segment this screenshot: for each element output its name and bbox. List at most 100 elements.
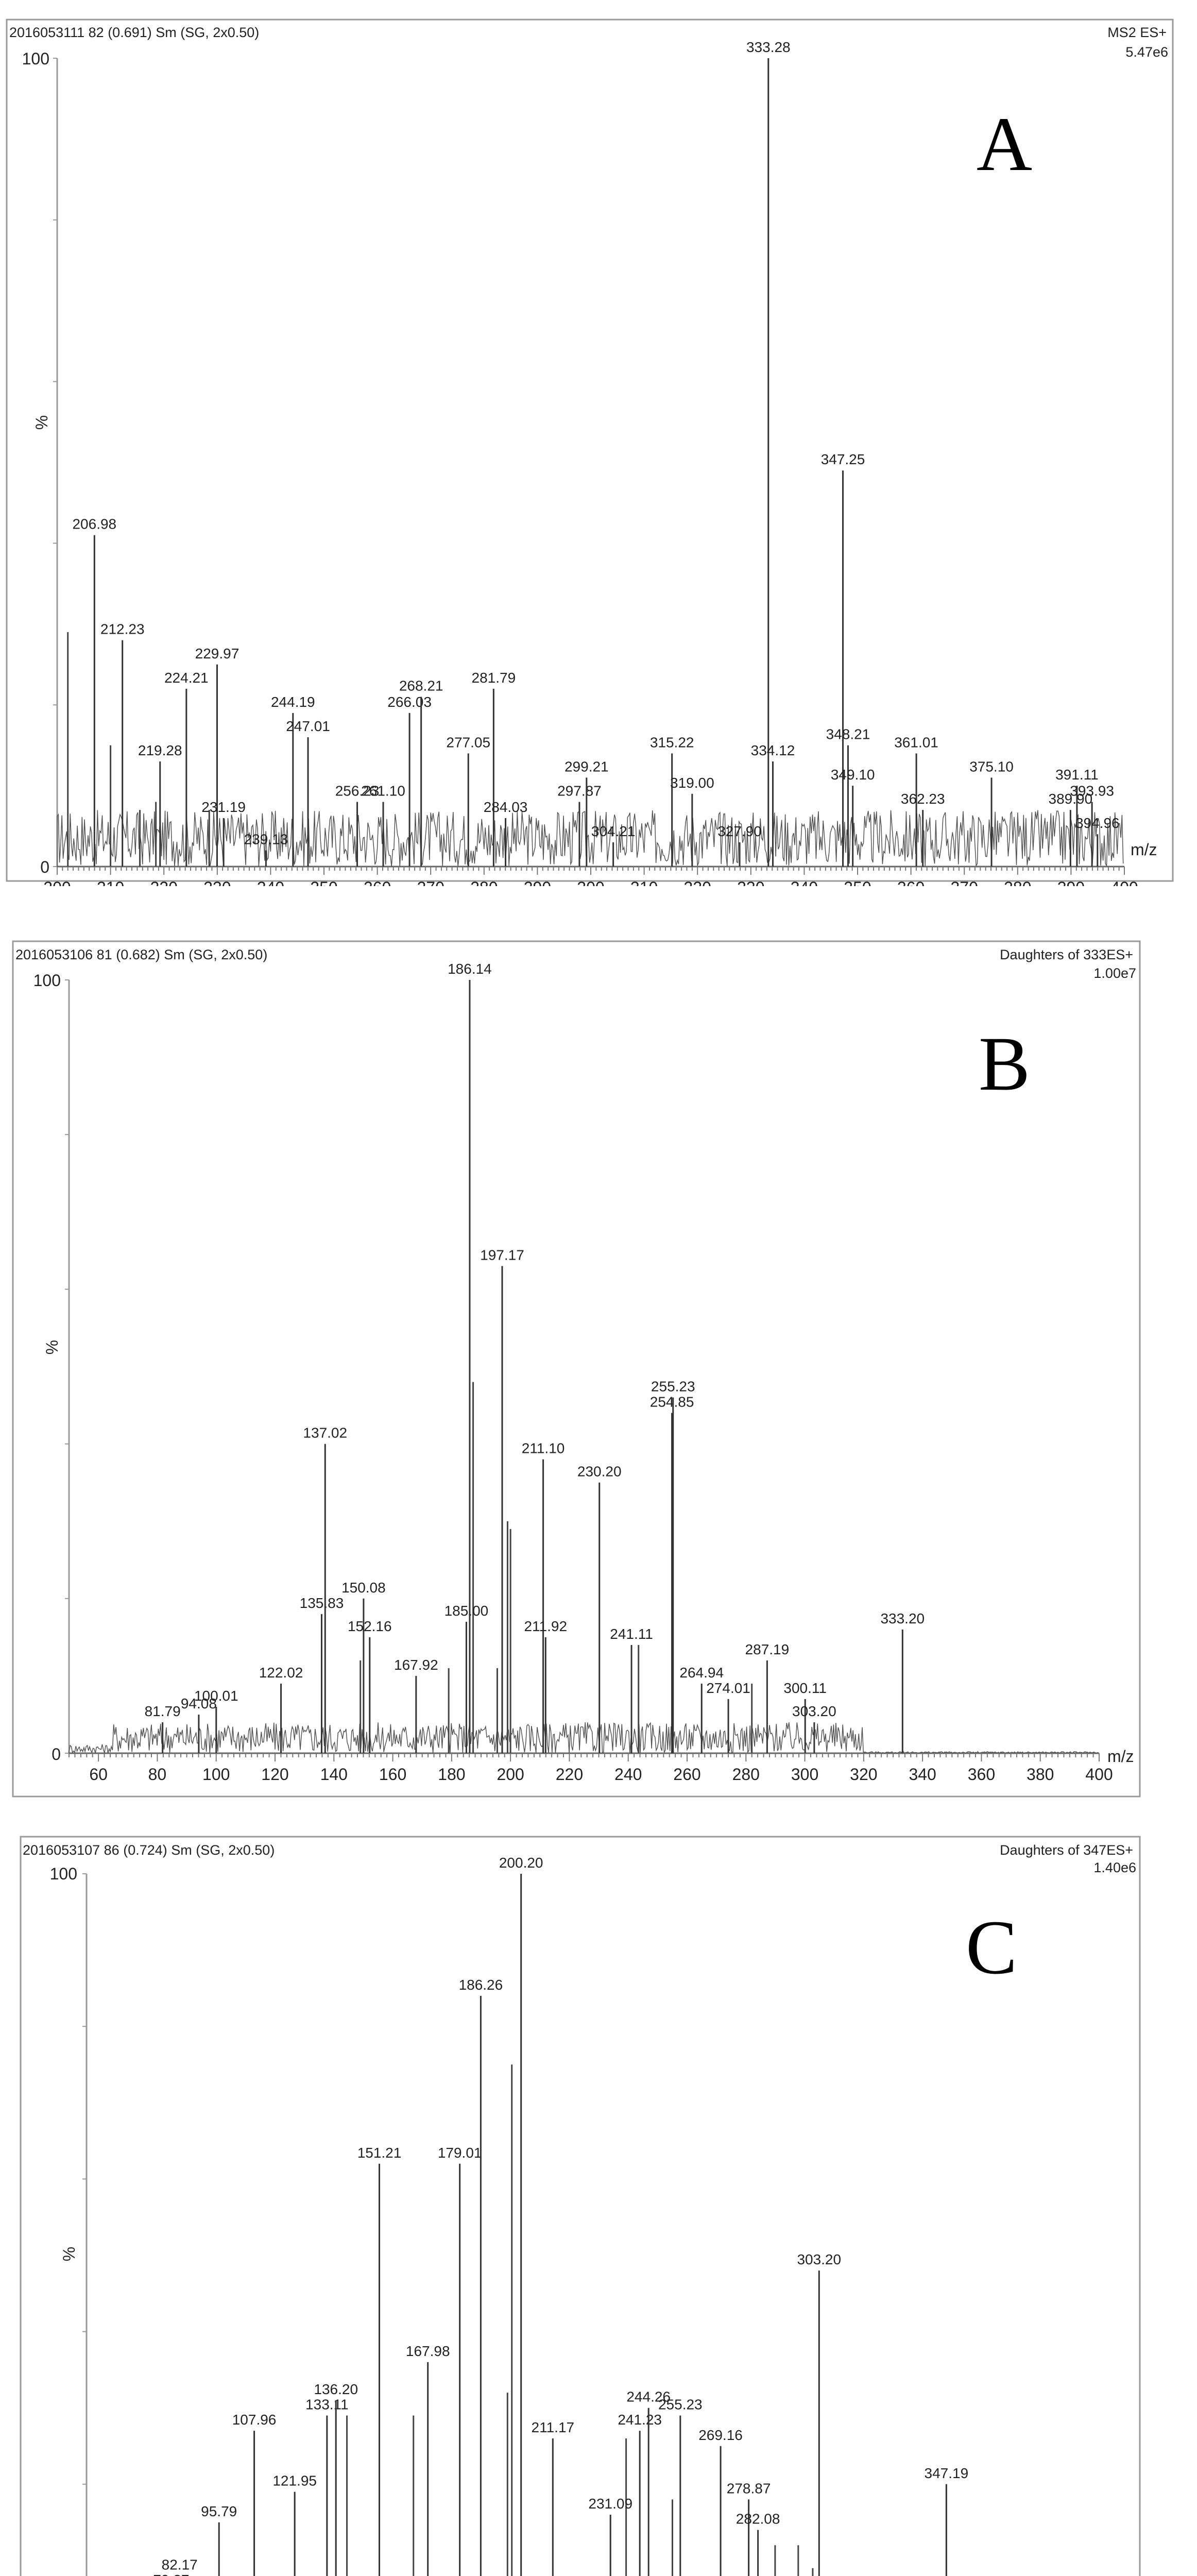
spectrum-chart-c: 2016053107 86 (0.724) Sm (SG, 2x0.50) Da… bbox=[20, 1836, 1141, 2576]
x-tick-label: 350 bbox=[844, 878, 871, 886]
x-tick-label: 310 bbox=[630, 878, 658, 886]
x-tick-label: 160 bbox=[379, 1765, 406, 1784]
y-axis-zero-label: 0 bbox=[40, 858, 49, 876]
x-tick-label: 220 bbox=[556, 1765, 583, 1784]
x-tick-label: 390 bbox=[1057, 878, 1085, 886]
peak-label: 79.27 bbox=[153, 2572, 189, 2576]
peak-label: 219.28 bbox=[138, 742, 182, 758]
panel-frame bbox=[6, 19, 1174, 882]
y-axis-max-label: 100 bbox=[33, 971, 61, 990]
x-tick-label: 260 bbox=[364, 878, 391, 886]
peak-label: 266.03 bbox=[387, 694, 432, 710]
peak-label: 269.16 bbox=[698, 2427, 743, 2443]
peak-label: 81.79 bbox=[145, 1703, 181, 1719]
peak-label: 167.92 bbox=[394, 1657, 438, 1673]
peak-label: 100.01 bbox=[194, 1688, 238, 1704]
x-tick-label: 270 bbox=[417, 878, 444, 886]
peak-label: 121.95 bbox=[272, 2473, 317, 2489]
spectrum-noise bbox=[57, 810, 1124, 867]
peak-label: 150.08 bbox=[341, 1580, 386, 1596]
peak-label: 247.01 bbox=[286, 718, 330, 734]
y-axis-max-label: 100 bbox=[50, 1865, 77, 1883]
plot-area: 200 210 220 230 240 250 260 270 280 290 300 310 320 3… bbox=[43, 39, 1138, 897]
y-axis-label: % bbox=[60, 2247, 78, 2261]
peak-label: 264.94 bbox=[679, 1665, 724, 1681]
scan-function-label: MS2 ES+ bbox=[1107, 25, 1167, 40]
peak-label: 274.01 bbox=[706, 1680, 750, 1696]
x-tick-label: 140 bbox=[320, 1765, 348, 1784]
y-axis-label: % bbox=[32, 415, 51, 430]
peak-label: 347.19 bbox=[925, 2465, 969, 2481]
x-tick-label: 230 bbox=[203, 878, 231, 886]
peak-label: 282.08 bbox=[736, 2511, 780, 2527]
peak-label: 244.26 bbox=[626, 2389, 671, 2405]
peak-label: 186.14 bbox=[448, 961, 492, 977]
peak-label: 136.20 bbox=[314, 2381, 358, 2397]
x-axis-label: m/z bbox=[1107, 1747, 1134, 1766]
peak-label: 394.96 bbox=[1075, 815, 1120, 831]
peak-label: 244.19 bbox=[271, 694, 315, 710]
peak-label: 255.23 bbox=[658, 2397, 703, 2413]
x-tick-label: 370 bbox=[951, 878, 978, 886]
peak-label: 256.23 bbox=[335, 783, 380, 799]
x-tick-label: 320 bbox=[850, 1765, 877, 1784]
x-tick-label: 290 bbox=[524, 878, 551, 886]
x-tick-label: 360 bbox=[968, 1765, 995, 1784]
peak-label: 200.20 bbox=[499, 1855, 543, 1871]
peak-label: 82.17 bbox=[162, 2557, 198, 2573]
x-tick-label: 330 bbox=[737, 878, 764, 886]
x-tick-label: 100 bbox=[202, 1765, 230, 1784]
peak-label: 300.11 bbox=[783, 1680, 827, 1696]
x-tick-label: 200 bbox=[497, 1765, 524, 1784]
base-peak-intensity: 5.47e6 bbox=[1125, 44, 1168, 60]
peak-label: 241.23 bbox=[618, 2412, 662, 2428]
peak-label: 212.23 bbox=[100, 621, 145, 637]
x-axis-label: m/z bbox=[1131, 840, 1157, 859]
x-tick-label: 380 bbox=[1004, 878, 1031, 886]
peak-label: 315.22 bbox=[650, 734, 694, 750]
peak-label: 239.13 bbox=[244, 832, 288, 848]
panel-letter: C bbox=[966, 1905, 1017, 1990]
x-tick-label: 400 bbox=[1085, 1765, 1113, 1784]
x-tick-label: 210 bbox=[97, 878, 124, 886]
panel-c: 2016053107 86 (0.724) Sm (SG, 2x0.50) Da… bbox=[0, 1819, 1197, 2576]
plot-area: 60 80 100 120 140 160 180 200 220 240 260 280 300 320… bbox=[65, 961, 1113, 1784]
scan-header: 2016053111 82 (0.691) Sm (SG, 2x0.50) bbox=[9, 25, 259, 40]
peak-label: 375.10 bbox=[969, 758, 1014, 774]
peak-label: 122.02 bbox=[259, 1665, 303, 1681]
peak-label: 261.10 bbox=[361, 783, 405, 799]
x-tick-label: 300 bbox=[791, 1765, 818, 1784]
peak-label: 281.79 bbox=[472, 670, 516, 686]
y-axis-zero-label: 0 bbox=[52, 1745, 61, 1764]
panel-frame bbox=[12, 940, 1141, 1798]
peak-label: 151.21 bbox=[357, 2145, 402, 2161]
x-tick-label: 380 bbox=[1027, 1765, 1054, 1784]
y-axis-label: % bbox=[43, 1340, 61, 1354]
peak-label: 303.20 bbox=[797, 2251, 841, 2267]
x-tick-label: 180 bbox=[438, 1765, 465, 1784]
x-tick-label: 250 bbox=[310, 878, 337, 886]
panel-letter: A bbox=[977, 101, 1032, 187]
peak-label: 206.98 bbox=[72, 516, 116, 532]
peak-label: 211.10 bbox=[522, 1440, 565, 1456]
peak-label: 393.93 bbox=[1070, 783, 1114, 799]
peak-label: 231.19 bbox=[201, 799, 246, 815]
peak-label: 179.01 bbox=[438, 2145, 482, 2161]
x-tick-label: 260 bbox=[673, 1765, 700, 1784]
spectrum-chart-b: 2016053106 81 (0.682) Sm (SG, 2x0.50) Da… bbox=[12, 940, 1141, 1798]
peak-label: 107.96 bbox=[232, 2412, 277, 2428]
peak-label: 349.10 bbox=[831, 767, 875, 783]
peak-label: 297.87 bbox=[557, 783, 602, 799]
x-tick-label: 220 bbox=[150, 878, 178, 886]
scan-header: 2016053107 86 (0.724) Sm (SG, 2x0.50) bbox=[23, 1842, 275, 1858]
panel-letter: B bbox=[979, 1021, 1030, 1107]
x-tick-label: 300 bbox=[577, 878, 604, 886]
peak-label: 231.09 bbox=[588, 2496, 632, 2512]
scan-header: 2016053106 81 (0.682) Sm (SG, 2x0.50) bbox=[15, 947, 267, 962]
peak-label: 304.21 bbox=[591, 823, 636, 839]
x-tick-label: 60 bbox=[89, 1765, 108, 1784]
peak-label: 268.21 bbox=[399, 678, 443, 694]
peak-label: 278.87 bbox=[727, 2480, 771, 2496]
peak-label: 211.92 bbox=[524, 1618, 567, 1634]
peak-label: 333.20 bbox=[880, 1611, 925, 1626]
